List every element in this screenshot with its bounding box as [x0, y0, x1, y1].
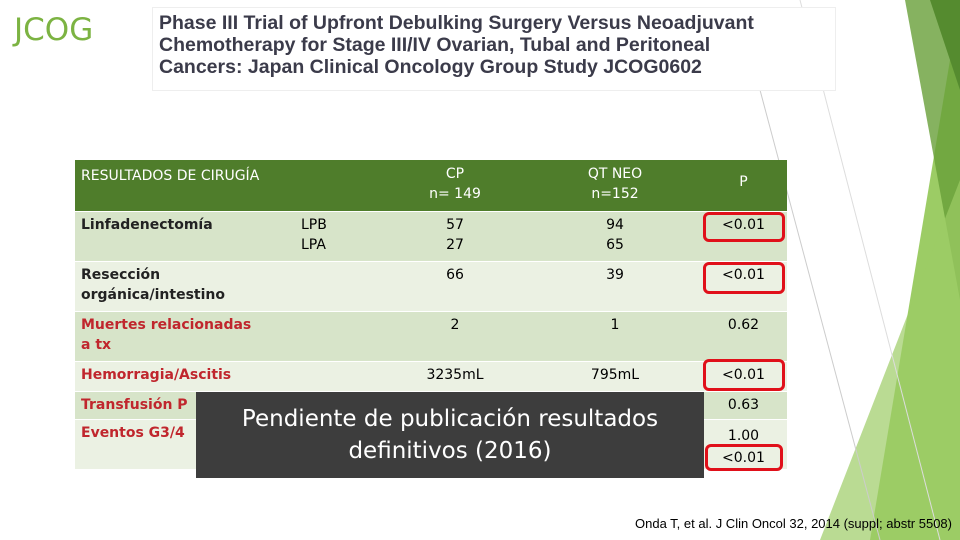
cell-value: <0.01 — [722, 367, 765, 383]
header-cell: RESULTADOS DE CIRUGÍA — [81, 168, 260, 184]
cell-value: 2 — [450, 317, 460, 333]
cell-value: 94 65 — [606, 217, 624, 253]
cell-value: 57 27 — [446, 217, 464, 253]
row-bg — [75, 212, 787, 261]
cell-value: LPB LPA — [301, 217, 327, 253]
citation: Onda T, et al. J Clin Oncol 32, 2014 (su… — [635, 516, 952, 531]
cell-value: <0.01 — [722, 217, 765, 233]
row-label: Eventos G3/4 — [81, 425, 185, 441]
cell-value: 795mL — [590, 367, 640, 383]
highlight — [703, 262, 785, 294]
logo: JCOG — [14, 12, 94, 48]
highlight — [705, 444, 783, 471]
title-line: Chemotherapy for Stage III/IV Ovarian, T… — [159, 34, 711, 56]
cell-value: 0.62 — [727, 317, 760, 333]
highlight — [703, 212, 785, 242]
overlay-line: Pendiente de publicación resultados — [241, 406, 659, 432]
cell-value: 39 — [606, 267, 624, 283]
cell-value: 0.63 — [727, 397, 760, 413]
header-cell: CP n= 149 — [429, 166, 481, 202]
title-box: Phase III Trial of Upfront Debulking Sur… — [153, 8, 835, 90]
cell-value — [295, 263, 380, 267]
overlay-line: definitivos (2016) — [348, 438, 552, 464]
row-bg — [75, 160, 787, 211]
cell-value: 66 — [446, 267, 464, 283]
highlight — [703, 359, 785, 391]
cell-value — [295, 363, 380, 367]
row-bg — [75, 262, 787, 311]
title-line: Cancers: Japan Clinical Oncology Group S… — [159, 56, 702, 78]
cell-value: 1 — [610, 317, 620, 333]
row-label: Transfusión P — [81, 397, 188, 413]
cell-value: 1.00 <0.01 — [722, 428, 765, 466]
header-cell: P — [739, 174, 748, 190]
row-label: Linfadenectomía — [81, 217, 213, 233]
row-label: Muertes relacionadas a tx — [81, 317, 252, 353]
cell-value: <0.01 — [722, 267, 765, 283]
row-label: Resección orgánica/intestino — [81, 267, 225, 303]
overlay-note: Pendiente de publicación resultados defin… — [196, 392, 704, 478]
header-cell: QT NEO n=152 — [587, 166, 643, 202]
row-label: Hemorragia/Ascitis — [81, 367, 232, 383]
row-bg — [75, 312, 787, 361]
title-line: Phase III Trial of Upfront Debulking Sur… — [159, 12, 754, 34]
cell-value — [295, 313, 380, 317]
row-bg — [75, 362, 787, 391]
cell-value: 3235mL — [426, 367, 484, 383]
